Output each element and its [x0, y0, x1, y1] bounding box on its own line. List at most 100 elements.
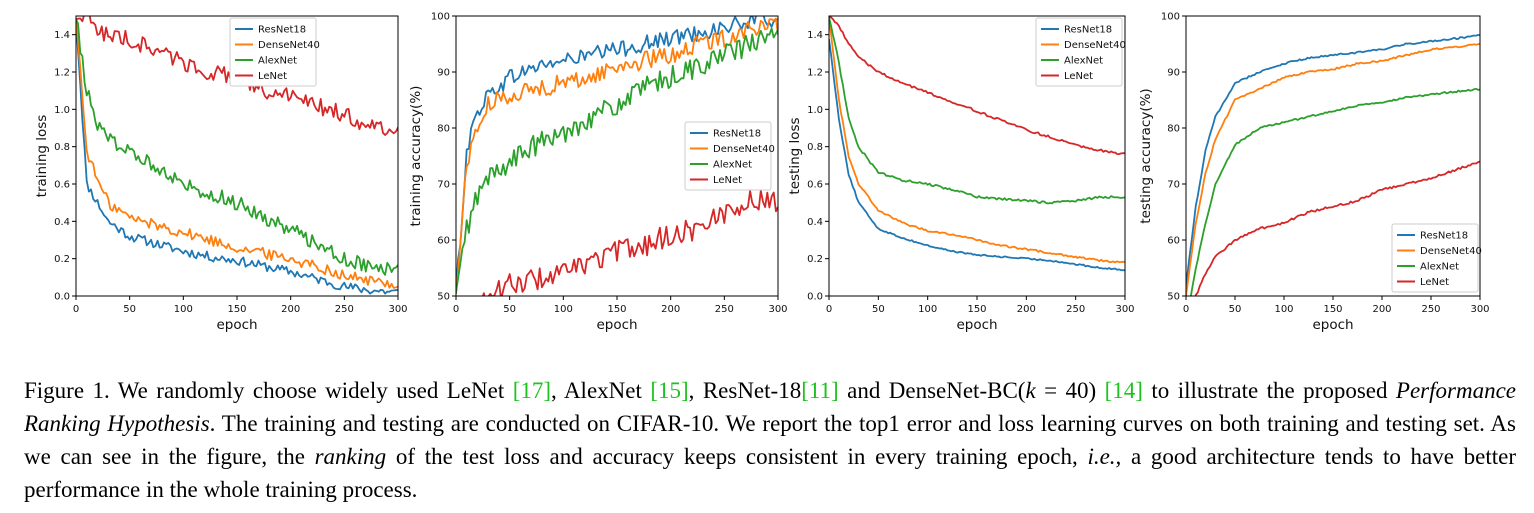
y-axis-label: testing loss — [787, 117, 803, 194]
y-tick-label: 0.8 — [807, 142, 823, 153]
y-tick-label: 0.6 — [54, 180, 70, 191]
y-tick-label: 0.4 — [54, 217, 70, 228]
y-tick-label: 70 — [437, 180, 450, 191]
y-tick-label: 50 — [437, 292, 450, 303]
series-line-densenet40 — [76, 18, 398, 289]
x-tick-label: 250 — [1421, 304, 1440, 315]
y-tick-label: 0.0 — [807, 292, 823, 303]
chart-training-loss: 0 50 100 150 200 250 300 0.0 0.2 0.4 0.6 0.8 1.0 1.2 1… — [0, 0, 408, 345]
legend-entry-densenet40: DenseNet40 — [258, 40, 320, 51]
legend: ResNet18 DenseNet40 AlexNet LeNet — [1035, 17, 1126, 87]
y-axis-label: training accuracy(%) — [408, 86, 424, 227]
series-line-resnet18 — [1186, 34, 1480, 286]
x-tick-label: 250 — [1066, 304, 1085, 315]
y-tick-label: 0.2 — [807, 254, 823, 265]
legend-entry-resnet18: ResNet18 — [1064, 25, 1112, 36]
series-line-resnet18 — [456, 16, 778, 294]
x-tick-label: 0 — [826, 304, 832, 315]
series-line-alexnet — [829, 16, 1125, 205]
legend-entry-densenet40: DenseNet40 — [1064, 40, 1126, 51]
caption-text: of the test loss and accuracy keeps cons… — [386, 444, 1088, 469]
legend-entry-alexnet: AlexNet — [258, 56, 297, 67]
legend-entry-resnet18: ResNet18 — [713, 129, 761, 140]
legend: ResNet18 DenseNet40 AlexNet LeNet — [684, 121, 775, 191]
legend-box — [1035, 17, 1123, 87]
caption-math: k — [1025, 378, 1036, 403]
x-tick-label: 50 — [123, 304, 136, 315]
caption-emphasis: i.e., — [1087, 444, 1122, 469]
x-tick-label: 100 — [174, 304, 193, 315]
caption-text: to illustrate the proposed — [1142, 378, 1396, 403]
chart-svg: 0 50 100 150 200 250 300 0.0 0.2 0.4 0.6 0.8 1.0 1.2 1… — [787, 15, 1135, 333]
chart-svg: 0 50 100 150 200 250 300 0.0 0.2 0.4 0.6 0.8 1.0 1.2 1… — [34, 15, 408, 333]
y-tick-label: 1.4 — [54, 30, 70, 41]
y-tick-label: 70 — [1167, 180, 1180, 191]
y-tick-label: 1.0 — [54, 105, 70, 116]
y-tick-label: 0.2 — [54, 254, 70, 265]
series-line-densenet40 — [829, 16, 1125, 264]
x-tick-label: 200 — [1372, 304, 1391, 315]
caption-text: a good architecture tends to have better… — [24, 444, 1517, 502]
x-tick-label: 0 — [73, 304, 79, 315]
chart-testing-loss: 0 50 100 150 200 250 300 0.0 0.2 0.4 0.6 0.8 1.0 1.2 1… — [774, 0, 1135, 345]
series-line-alexnet — [456, 27, 778, 293]
x-tick-label: 0 — [453, 304, 459, 315]
citation-link[interactable]: [17] — [512, 378, 552, 403]
x-tick-label: 50 — [872, 304, 885, 315]
chart-svg: 0 50 100 150 200 250 3005060708090100epochtrai… — [408, 12, 788, 334]
y-tick-label: 0.8 — [54, 142, 70, 153]
legend-entry-alexnet: AlexNet — [713, 160, 752, 171]
series-line-resnet18 — [76, 18, 398, 295]
caption-emphasis: Performance Ranking Hypothesis — [24, 378, 1516, 436]
y-tick-label: 100 — [1161, 12, 1180, 23]
legend-box — [684, 121, 772, 191]
y-tick-label: 1.0 — [807, 105, 823, 116]
caption-text: , AlexNet — [551, 378, 651, 403]
citation-link[interactable]: [14] — [1104, 378, 1143, 403]
legend-entry-densenet40: DenseNet40 — [713, 144, 775, 155]
x-tick-label: 200 — [1017, 304, 1036, 315]
caption-text: = 40) — [1035, 378, 1105, 403]
y-tick-label: 1.4 — [807, 30, 823, 41]
y-tick-label: 90 — [437, 68, 450, 79]
legend-entry-lenet: LeNet — [258, 71, 287, 82]
y-tick-label: 0.4 — [807, 217, 823, 228]
legend-box — [1391, 223, 1479, 293]
y-tick-label: 50 — [1167, 292, 1180, 303]
chart-training-accuracy: 0 50 100 150 200 250 300 50 60 70 80 90 100 epoch trai… — [398, 0, 788, 345]
citation-link[interactable]: [11] — [801, 378, 839, 403]
series-line-lenet — [481, 189, 778, 296]
caption-text: , ResNet-18 — [688, 378, 802, 403]
legend-entry-alexnet: AlexNet — [1064, 56, 1103, 67]
legend-entry-alexnet: AlexNet — [1420, 262, 1459, 273]
legend-entry-lenet: LeNet — [1064, 71, 1093, 82]
y-tick-label: 1.2 — [54, 68, 70, 79]
y-tick-label: 80 — [437, 124, 450, 135]
x-tick-label: 150 — [607, 304, 626, 315]
x-tick-label: 150 — [1323, 304, 1342, 315]
x-tick-label: 150 — [227, 304, 246, 315]
x-tick-label: 100 — [918, 304, 937, 315]
x-tick-label: 300 — [1470, 304, 1489, 315]
series-line-alexnet — [76, 18, 398, 276]
legend-entry-resnet18: ResNet18 — [1420, 231, 1468, 242]
caption-text: . The training and testing are conducted… — [24, 411, 1516, 469]
x-tick-label: 50 — [1229, 304, 1242, 315]
y-tick-label: 1.2 — [807, 68, 823, 79]
y-tick-label: 60 — [437, 236, 450, 247]
caption-label: Figure 1. — [24, 378, 110, 403]
y-tick-label: 0.0 — [54, 292, 70, 303]
citation-link[interactable]: [15] — [650, 378, 689, 403]
figure: 0 50 100 150 200 250 300 0.0 0.2 0.4 0.6 0.8 1.0 1.2 1… — [0, 0, 1490, 345]
legend-box — [229, 17, 317, 87]
caption-emphasis: ranking — [314, 444, 387, 469]
caption-text: and DenseNet-BC( — [838, 378, 1026, 403]
series-line-lenet — [1194, 160, 1480, 296]
x-axis-label: epoch — [1312, 317, 1353, 333]
figure-caption: Figure 1. We randomly choose widely used… — [24, 374, 1516, 506]
x-tick-label: 50 — [503, 304, 516, 315]
y-tick-label: 100 — [431, 12, 450, 23]
series-line-densenet40 — [1186, 43, 1480, 296]
x-tick-label: 100 — [554, 304, 573, 315]
chart-svg: 0 50 100 150 200 250 3005060708090100epochtest… — [1138, 12, 1490, 334]
